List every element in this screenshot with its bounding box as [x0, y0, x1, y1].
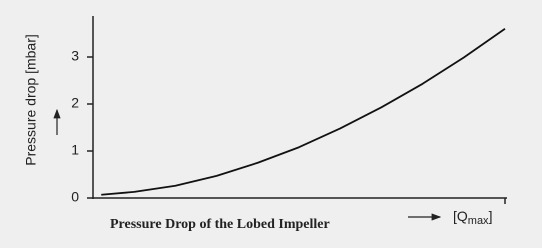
- y-tick-label: 1: [71, 142, 79, 158]
- x-label-close: ]: [489, 208, 493, 224]
- line: [101, 28, 506, 196]
- y-tick-label: 2: [71, 95, 79, 111]
- x-label-open: [Q: [453, 208, 468, 224]
- x-label-sub: max: [468, 215, 489, 227]
- y-tick-label: 3: [71, 48, 79, 64]
- chart-title: Pressure Drop of the Lobed Impeller: [110, 217, 330, 232]
- y-tick-label: 0: [71, 189, 79, 205]
- x-axis-label: [Qmax]: [453, 208, 492, 227]
- y-axis-label: Pressure drop [mbar]: [23, 34, 39, 166]
